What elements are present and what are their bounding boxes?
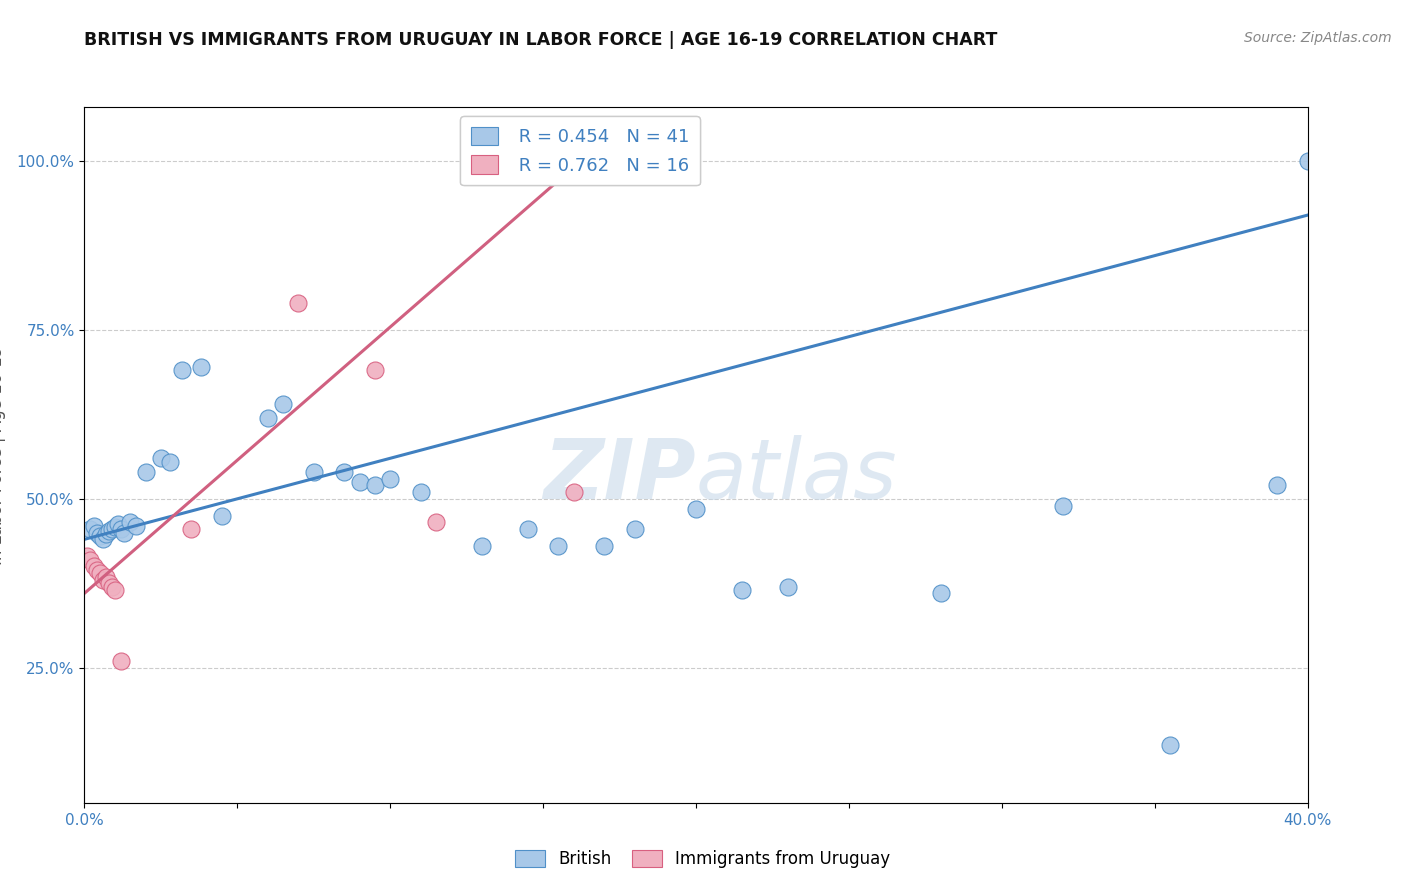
Point [562,485,585,500]
Point [104,520,127,534]
Point [101,522,124,536]
Point [685,502,707,516]
Point [104,582,127,597]
Point [380,472,402,486]
Point [776,580,799,594]
Point [107,517,129,532]
Text: Source: ZipAtlas.com: Source: ZipAtlas.com [1244,31,1392,45]
Point [89,529,111,543]
Point [172,363,194,377]
Point [135,465,157,479]
Point [471,539,494,553]
Point [1296,154,1319,169]
Point [364,478,387,492]
Point [1159,739,1181,753]
Point [333,465,356,479]
Point [1265,478,1288,492]
Point [409,485,432,500]
Point [425,516,447,530]
Point [1052,499,1074,513]
Point [76,549,98,564]
Point [287,296,309,310]
Point [364,363,387,377]
Point [94,569,117,583]
Point [89,566,111,581]
Legend:  R = 0.454   N = 41,  R = 0.762   N = 16: R = 0.454 N = 41, R = 0.762 N = 16 [460,116,700,186]
Text: ZIP: ZIP [543,435,696,516]
Text: BRITISH VS IMMIGRANTS FROM URUGUAY IN LABOR FORCE | AGE 16-19 CORRELATION CHART: BRITISH VS IMMIGRANTS FROM URUGUAY IN LA… [84,31,998,49]
Point [91,533,114,547]
Point [79,522,101,536]
Point [97,524,120,539]
Point [190,360,212,375]
Point [211,508,233,523]
Point [83,519,105,533]
Point [101,580,124,594]
Point [110,654,132,668]
Point [86,563,108,577]
Point [91,573,114,587]
Text: atlas: atlas [696,435,897,516]
Point [149,451,172,466]
Y-axis label: In Labor Force | Age 16-19: In Labor Force | Age 16-19 [0,345,6,565]
Point [547,539,569,553]
Legend: British, Immigrants from Uruguay: British, Immigrants from Uruguay [509,843,897,875]
Point [112,525,135,540]
Point [302,465,325,479]
Point [94,527,117,541]
Point [180,522,202,536]
Point [86,525,108,540]
Point [593,539,616,553]
Point [271,397,294,411]
Point [349,475,371,489]
Point [79,552,101,566]
Point [125,519,148,533]
Point [110,522,132,536]
Point [83,559,105,574]
Point [731,582,754,597]
Point [929,586,952,600]
Point [97,576,120,591]
Point [257,410,280,425]
Point [159,455,181,469]
Point [624,522,647,536]
Point [516,522,538,536]
Point [120,516,142,530]
